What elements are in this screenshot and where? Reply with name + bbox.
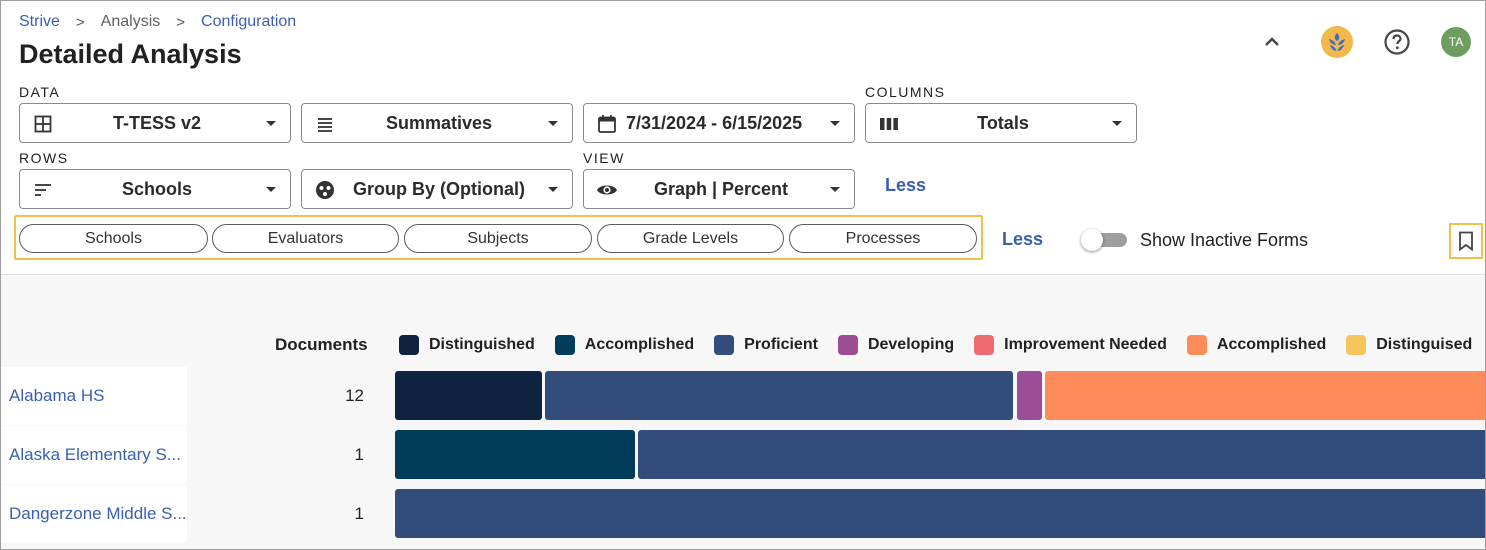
bar-segment[interactable] [1016, 371, 1042, 420]
chevron-right-icon: > [176, 13, 186, 31]
documents-column-header: Documents [275, 335, 368, 354]
breadcrumb-strive[interactable]: Strive [19, 13, 60, 30]
view-select[interactable]: Graph | Percent [583, 169, 855, 209]
legend-swatch [837, 335, 858, 355]
grid-icon [32, 113, 54, 135]
rows-select-value: Schools [121, 179, 192, 199]
group-icon [314, 179, 336, 201]
bar-segment[interactable] [395, 430, 635, 479]
caret-down-icon [830, 121, 840, 126]
show-inactive-label: Show Inactive Forms [1140, 230, 1309, 250]
bar-segment[interactable] [395, 489, 1485, 538]
legend-item[interactable]: Accomplished [554, 335, 695, 355]
legend-label: Proficient [744, 336, 818, 353]
row-document-count: 12 [345, 386, 364, 405]
group-by-select[interactable]: Group By (Optional) [301, 169, 573, 209]
bar-segment[interactable] [1044, 371, 1485, 420]
less-filters-link[interactable]: Less [1002, 229, 1044, 249]
bar-segment[interactable] [545, 371, 1014, 420]
breadcrumb-analysis: Analysis [100, 13, 161, 30]
row-document-count: 1 [354, 504, 364, 523]
row-label-cell [1, 485, 187, 543]
legend-item[interactable]: Improvement Needed [974, 335, 1167, 355]
rows-select[interactable]: Schools [19, 169, 291, 209]
filter-chip-processes[interactable]: Processes [789, 224, 977, 253]
date-range-select[interactable]: 7/31/2024 - 6/15/2025 [583, 103, 855, 143]
caret-down-icon [830, 187, 840, 192]
legend-label: Distinguished [429, 336, 535, 353]
data-section-label: DATA [19, 84, 61, 100]
legend-swatch [714, 335, 735, 355]
form-select-value: T-TESS v2 [112, 113, 202, 133]
bar-segment[interactable] [395, 371, 543, 420]
caret-down-icon [266, 121, 276, 126]
avatar[interactable]: TA [1441, 27, 1471, 57]
caret-down-icon [266, 187, 276, 192]
sort-icon [32, 179, 54, 201]
row-document-count: 1 [354, 445, 364, 464]
row-school-link[interactable]: Alaska Elementary S... [9, 445, 181, 464]
caret-down-icon [1112, 121, 1122, 126]
date-range-select-value: 7/31/2024 - 6/15/2025 [626, 113, 803, 133]
legend-item[interactable]: Proficient [714, 335, 818, 355]
rows-section-label: ROWS [19, 150, 69, 166]
legend-swatch [974, 335, 995, 355]
columns-icon [878, 113, 900, 135]
filter-chip-group: Schools Evaluators Subjects Grade Levels… [14, 215, 983, 260]
eye-icon [596, 179, 618, 201]
chevron-up-icon[interactable] [1259, 29, 1285, 55]
summatives-select-value: Summatives [385, 113, 493, 133]
columns-select[interactable]: Totals [865, 103, 1137, 143]
app-logo-icon[interactable] [1321, 26, 1353, 58]
legend-swatch [399, 335, 419, 355]
filter-chip-grade-levels[interactable]: Grade Levels [597, 224, 784, 253]
filter-chip-evaluators[interactable]: Evaluators [212, 224, 399, 253]
bar-segment[interactable] [637, 430, 1485, 479]
legend-label: Distinguised [1376, 336, 1473, 353]
group-by-select-value: Group By (Optional) [353, 179, 525, 199]
filter-chip-schools[interactable]: Schools [19, 224, 208, 253]
form-select[interactable]: T-TESS v2 [19, 103, 291, 143]
filter-chip-subjects[interactable]: Subjects [404, 224, 592, 253]
chart-legend: Distinguished Accomplished Proficient Devel… [399, 334, 1485, 356]
legend-label: Improvement Needed [1004, 336, 1167, 353]
legend-item[interactable]: Distinguished [399, 335, 535, 355]
toggle-thumb [1081, 229, 1103, 251]
view-select-value: Graph | Percent [653, 179, 789, 199]
page-title: Detailed Analysis [19, 39, 242, 69]
legend-label: Accomplished [1216, 336, 1327, 353]
breadcrumb: Strive > Analysis > Configuration [19, 13, 296, 31]
legend-swatch [1346, 335, 1367, 355]
list-icon [314, 113, 336, 135]
calendar-icon [596, 113, 618, 135]
legend-swatch [1186, 335, 1207, 355]
caret-down-icon [548, 121, 558, 126]
less-options-link[interactable]: Less [885, 175, 927, 195]
columns-section-label: COLUMNS [865, 84, 946, 100]
breadcrumb-configuration[interactable]: Configuration [201, 13, 297, 30]
legend-label: Accomplished [584, 336, 695, 353]
summatives-select[interactable]: Summatives [301, 103, 573, 143]
row-school-link[interactable]: Dangerzone Middle S... [9, 504, 187, 523]
caret-down-icon [548, 187, 558, 192]
chevron-right-icon: > [75, 13, 85, 31]
row-label-cell [1, 367, 187, 425]
row-school-link[interactable]: Alabama HS [9, 386, 105, 405]
help-icon[interactable] [1382, 27, 1412, 57]
legend-item[interactable]: Accomplished [1186, 335, 1327, 355]
legend-item[interactable]: Distinguised [1346, 335, 1472, 355]
legend-swatch [554, 335, 575, 355]
row-label-cell [1, 426, 187, 484]
divider [1, 274, 1485, 275]
show-inactive-toggle[interactable] [1081, 228, 1127, 252]
view-section-label: VIEW [583, 150, 625, 166]
legend-item[interactable]: Developing [837, 335, 955, 355]
legend-label: Developing [867, 336, 955, 353]
bookmark-icon[interactable] [1449, 223, 1483, 259]
columns-select-value: Totals [977, 113, 1029, 133]
